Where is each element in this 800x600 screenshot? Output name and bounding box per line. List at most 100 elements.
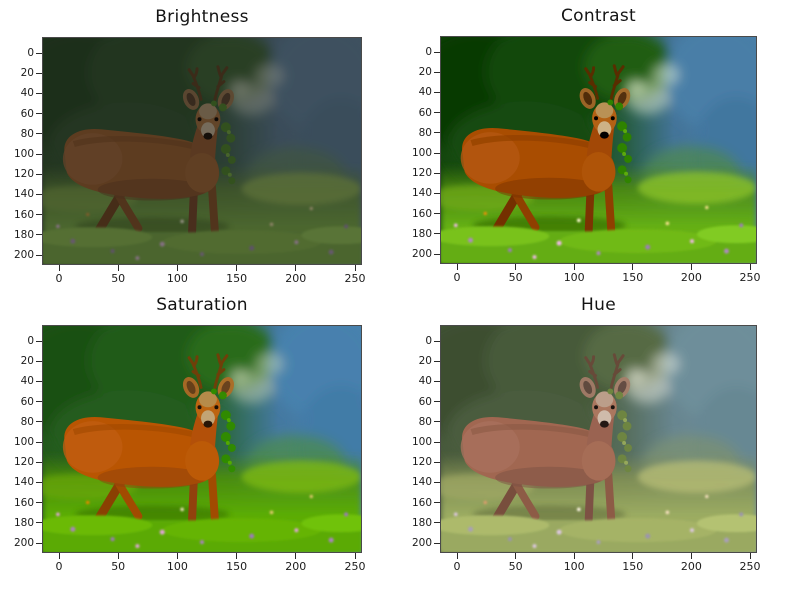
y-tick-label: 0 xyxy=(27,47,34,59)
y-tick-label: 160 xyxy=(13,496,34,509)
y-tick-label: 80 xyxy=(20,415,34,428)
y-tick-label: 20 xyxy=(20,67,34,80)
x-tick-mark xyxy=(749,264,751,270)
x-tick-label: 150 xyxy=(622,560,644,573)
y-tick-label: 160 xyxy=(13,208,34,221)
y-tick-label: 180 xyxy=(13,516,34,529)
y-tick-label: 120 xyxy=(13,168,34,181)
y-tick-label: 0 xyxy=(425,335,432,347)
wildflowers xyxy=(453,494,744,549)
augmented-deer-image xyxy=(43,326,361,552)
leaves-on-antlers xyxy=(210,100,236,185)
x-tick-mark xyxy=(295,265,297,271)
x-tick-label: 100 xyxy=(563,560,585,573)
x-tick-mark xyxy=(632,264,634,270)
y-tick-label: 160 xyxy=(411,496,432,509)
x-tick-mark xyxy=(690,264,693,270)
deer xyxy=(460,353,632,525)
y-tick-mark xyxy=(434,112,440,114)
y-tick-mark xyxy=(36,193,42,196)
x-tick-label: 100 xyxy=(166,272,188,285)
x-tick-label: 250 xyxy=(344,272,366,285)
y-tick-mark xyxy=(36,72,42,74)
x-tick-mark xyxy=(632,553,634,559)
y-tick-mark xyxy=(36,380,42,383)
x-tick-label: 150 xyxy=(226,272,248,285)
y-tick-mark xyxy=(434,421,440,423)
x-tick-label: 0 xyxy=(453,271,461,284)
y-tick-label: 120 xyxy=(411,167,432,180)
y-tick-label: 120 xyxy=(13,456,34,469)
y-tick-label: 120 xyxy=(411,456,432,469)
y-tick-label: 100 xyxy=(13,148,34,160)
y-tick-label: 200 xyxy=(13,249,34,261)
y-tick-label: 180 xyxy=(411,516,432,529)
y-tick-mark xyxy=(434,461,440,463)
y-tick-mark xyxy=(36,340,42,342)
y-tick-mark xyxy=(36,173,42,175)
y-tick-label: 20 xyxy=(418,355,432,368)
x-tick-label: 50 xyxy=(111,272,126,285)
y-tick-label: 200 xyxy=(13,537,34,549)
x-tick-mark xyxy=(117,553,119,559)
antlers xyxy=(187,65,229,101)
augmented-deer-image xyxy=(441,37,756,263)
x-tick-label: 100 xyxy=(166,560,188,573)
y-tick-mark xyxy=(36,401,42,403)
y-tick-mark xyxy=(434,340,440,342)
y-tick-mark xyxy=(434,481,440,484)
y-tick-mark xyxy=(36,502,42,504)
subplot-hue: Hue xyxy=(412,295,761,573)
y-tick-label: 60 xyxy=(20,395,34,408)
x-tick-label: 50 xyxy=(508,271,523,284)
subplot-title: Hue xyxy=(581,295,616,315)
y-tick-label: 200 xyxy=(411,248,432,260)
y-tick-mark xyxy=(434,360,440,362)
x-tick-mark xyxy=(176,553,179,559)
x-tick-mark xyxy=(354,265,356,271)
y-tick-mark xyxy=(36,360,42,362)
y-tick-label: 140 xyxy=(13,188,34,201)
x-tick-mark xyxy=(236,553,238,559)
leaves-on-antlers xyxy=(210,388,236,473)
x-tick-label: 250 xyxy=(739,560,761,573)
y-tick-mark xyxy=(434,213,440,215)
subplot-image-frame xyxy=(42,37,362,265)
y-tick-label: 60 xyxy=(418,395,432,408)
x-tick-label: 200 xyxy=(680,271,702,284)
x-tick-mark xyxy=(690,553,693,559)
x-tick-mark xyxy=(573,264,575,270)
x-tick-mark xyxy=(236,265,238,271)
deer xyxy=(62,65,236,237)
wildflowers xyxy=(453,205,744,260)
subplot-brightness: Brightness xyxy=(14,7,366,285)
y-tick-mark xyxy=(36,234,42,236)
y-tick-mark xyxy=(36,441,42,443)
x-tick-label: 50 xyxy=(111,560,126,573)
foreground-grass xyxy=(43,514,361,552)
y-tick-label: 60 xyxy=(20,107,34,120)
y-tick-label: 80 xyxy=(418,415,432,428)
y-tick-mark xyxy=(36,481,42,484)
deer xyxy=(460,64,632,236)
y-tick-mark xyxy=(36,461,42,463)
x-tick-label: 150 xyxy=(622,271,644,284)
y-tick-mark xyxy=(36,421,42,423)
antlers xyxy=(187,353,229,389)
x-tick-label: 200 xyxy=(680,560,702,573)
y-tick-label: 100 xyxy=(411,436,432,448)
y-tick-mark xyxy=(36,522,42,524)
y-tick-label: 160 xyxy=(411,207,432,220)
y-tick-mark xyxy=(434,401,440,403)
y-tick-mark xyxy=(36,542,42,544)
y-tick-mark xyxy=(434,233,440,235)
subplot-contrast: Contrast xyxy=(412,6,761,284)
x-tick-mark xyxy=(58,553,60,559)
y-tick-label: 40 xyxy=(20,87,34,100)
x-tick-mark xyxy=(456,553,458,559)
x-tick-label: 200 xyxy=(285,560,307,573)
leaves-on-antlers xyxy=(607,388,632,473)
y-tick-label: 0 xyxy=(425,46,432,58)
subplot-image-frame xyxy=(440,36,757,264)
y-tick-label: 40 xyxy=(418,86,432,99)
